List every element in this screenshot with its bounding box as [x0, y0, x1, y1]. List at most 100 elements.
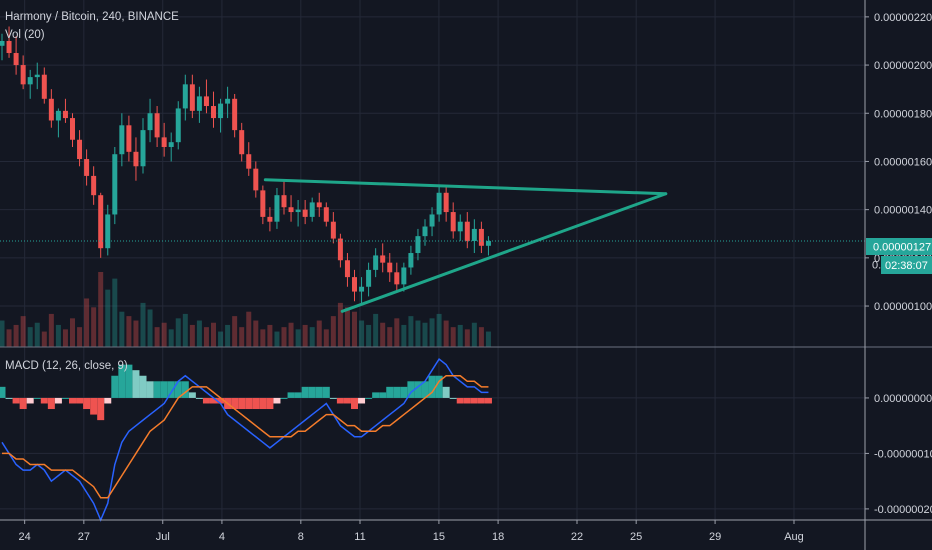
- volume-bar: [309, 327, 315, 347]
- candle-body: [408, 253, 414, 268]
- volume-bar: [218, 331, 224, 347]
- candle-body: [253, 168, 259, 191]
- volume-bar: [161, 322, 167, 347]
- candle-body: [27, 77, 33, 85]
- macd-histogram-bar: [301, 386, 309, 398]
- candle-body: [401, 267, 407, 285]
- volume-bar: [6, 329, 12, 347]
- volume-bar: [380, 322, 386, 347]
- candle-body: [457, 221, 463, 232]
- candle-body: [77, 139, 83, 160]
- symbol-legend[interactable]: Harmony / Bitcoin, 240, BINANCE: [5, 11, 179, 23]
- time-axis[interactable]: 24 27 Jul 4 8 11 15 18 22 25 29 Aug: [19, 520, 804, 543]
- volume-bar: [41, 331, 47, 347]
- macd-histogram-bar: [76, 397, 84, 404]
- macd-histogram-bar: [259, 397, 267, 410]
- candle-body: [380, 255, 386, 263]
- macd-line: [1, 357, 489, 522]
- volume-bar: [366, 324, 372, 347]
- volume-legend[interactable]: Vol (20): [5, 29, 45, 41]
- candle-body: [373, 255, 379, 270]
- candle-body: [232, 98, 238, 131]
- macd-histogram-bar: [435, 375, 443, 398]
- candle-body: [323, 207, 329, 222]
- price-tick-label: 0.00000200: [874, 60, 932, 72]
- candle-body: [330, 221, 336, 239]
- volume-bar: [394, 318, 400, 347]
- candle-body: [211, 106, 216, 119]
- grid-lines: [0, 0, 865, 520]
- volume-bar: [196, 320, 202, 347]
- trendline-lower: [340, 192, 668, 313]
- macd-histogram-bar: [470, 397, 478, 404]
- macd-histogram-bar: [118, 364, 126, 398]
- price-tick-label: 0.00000140: [874, 205, 932, 217]
- volume-bar: [260, 329, 266, 347]
- macd-histogram-bar: [90, 397, 98, 415]
- candle-body: [41, 74, 47, 99]
- candle-body: [218, 103, 224, 119]
- macd-histogram-bar: [294, 392, 302, 398]
- volume-bar: [48, 313, 54, 347]
- candle-body: [189, 84, 195, 111]
- candle-body: [288, 207, 294, 213]
- macd-histogram-bar: [104, 397, 112, 404]
- volume-bar: [203, 327, 209, 347]
- candle-body: [6, 40, 12, 54]
- candle-body: [366, 269, 372, 287]
- candle-body: [168, 142, 174, 147]
- candle-body: [394, 272, 400, 285]
- drawing-trendlines[interactable]: [263, 178, 668, 313]
- volume-bar: [232, 316, 238, 347]
- volume-bar: [337, 302, 343, 347]
- macd-histogram-bar: [5, 397, 13, 399]
- volume-bar: [0, 320, 5, 347]
- candle-body: [485, 240, 491, 246]
- macd-histogram-bar: [181, 381, 189, 398]
- macd-histogram-bar: [231, 397, 239, 410]
- candle-body: [91, 175, 97, 196]
- volume-bar: [471, 322, 477, 347]
- candle-body: [13, 53, 19, 66]
- volume-bar: [77, 327, 83, 347]
- macd-axis[interactable]: 0.00000000 -0.00000010 -0.00000020: [865, 393, 932, 516]
- macd-histogram-bar: [125, 364, 133, 398]
- volume-bar: [485, 331, 491, 347]
- time-tick-label: 8: [298, 531, 304, 543]
- volume-bars: [0, 272, 491, 347]
- macd-histogram-bar: [0, 386, 6, 398]
- candle-body: [337, 238, 343, 261]
- volume-bar: [422, 322, 428, 347]
- volume-bar: [189, 324, 195, 347]
- macd-histogram-bar: [167, 381, 175, 398]
- candlestick-series: [0, 26, 491, 304]
- volume-bar: [119, 311, 125, 347]
- macd-histogram-bar: [442, 386, 450, 398]
- candle-body: [316, 202, 322, 208]
- candle-body: [281, 195, 287, 208]
- volume-bar: [274, 331, 280, 347]
- volume-bar: [387, 327, 393, 347]
- time-tick-label: 22: [571, 531, 583, 543]
- macd-histogram-bar: [315, 386, 323, 398]
- candle-body: [62, 110, 68, 119]
- last-price-value: 0.00000127: [873, 242, 931, 254]
- macd-legend[interactable]: MACD (12, 26, close, 9): [5, 360, 128, 372]
- candle-body: [415, 236, 421, 254]
- macd-histogram-bar: [97, 397, 105, 421]
- macd-histogram-bar: [308, 386, 316, 398]
- macd-histogram-bar: [477, 397, 485, 404]
- countdown-timer: 02:38:07: [885, 260, 928, 272]
- price-tick-label: 0.00000160: [874, 156, 932, 168]
- candle-body: [34, 74, 40, 78]
- macd-histogram-bar: [287, 392, 295, 398]
- candle-body: [359, 286, 365, 292]
- price-axis[interactable]: 0.000001000.000001200.000001400.00000160…: [865, 12, 932, 313]
- volume-bar: [84, 298, 90, 347]
- time-tick-label: 15: [433, 531, 445, 543]
- macd-histogram-bar: [463, 397, 471, 404]
- time-tick-label: 4: [219, 531, 225, 543]
- volume-bar: [70, 318, 75, 347]
- macd-histogram-bar: [111, 375, 119, 398]
